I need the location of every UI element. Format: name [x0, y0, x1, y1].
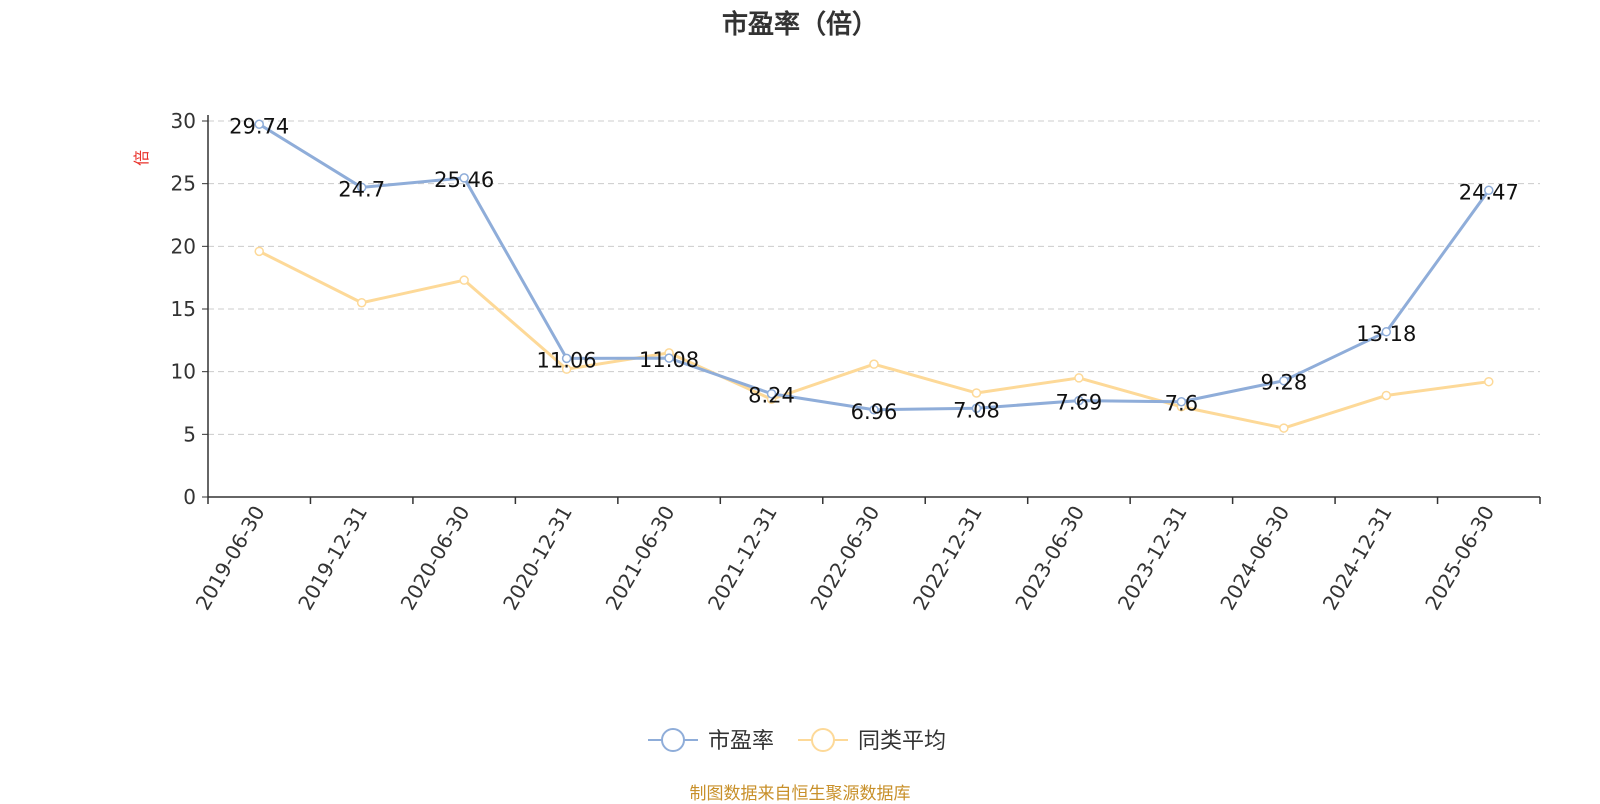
legend-label: 市盈率 — [708, 729, 774, 754]
data-point — [1074, 373, 1084, 383]
grid-lines — [208, 120, 1540, 435]
data-point — [971, 403, 982, 414]
y-tick-label: 20 — [171, 234, 196, 258]
data-point — [1279, 423, 1289, 433]
data-point — [1074, 395, 1084, 406]
y-tick-label: 0 — [183, 485, 196, 509]
y-tick-label: 5 — [183, 422, 196, 446]
data-label: 25.46 — [434, 168, 494, 192]
data-label: 11.08 — [639, 348, 699, 372]
data-point — [766, 388, 777, 399]
y-axis-title: 倍 — [132, 150, 151, 166]
data-point — [356, 297, 367, 308]
x-tick-label: 2023-12-31 — [1113, 502, 1192, 615]
x-tick-label: 2024-06-30 — [1215, 502, 1294, 615]
y-tick-label: 10 — [171, 360, 196, 384]
data-point — [869, 359, 879, 369]
data-point — [1484, 185, 1494, 196]
data-label: 7.08 — [953, 398, 1000, 422]
legend-item[interactable]: 市盈率 — [648, 728, 774, 754]
legend-label: 同类平均 — [858, 729, 946, 754]
legend-marker — [661, 728, 685, 752]
data-point — [1279, 375, 1289, 386]
data-label: 7.69 — [1056, 391, 1103, 415]
source-note: 制图数据来自恒生聚源数据库 — [689, 784, 911, 804]
data-label: 7.6 — [1165, 392, 1198, 416]
x-tick-label: 2025-06-30 — [1420, 502, 1499, 615]
data-label: 29.74 — [229, 114, 289, 138]
x-tick-label: 2021-12-31 — [703, 502, 782, 615]
chart-title: 市盈率（倍） — [721, 10, 878, 40]
x-tick-label: 2022-12-31 — [908, 502, 987, 615]
legend: 市盈率 同类平均 — [648, 728, 946, 754]
data-point — [561, 353, 572, 364]
legend-marker — [811, 728, 835, 752]
data-point — [1381, 390, 1392, 401]
data-point — [254, 119, 264, 130]
x-tick-label: 2020-06-30 — [396, 501, 475, 614]
data-point — [1176, 396, 1187, 407]
data-label: 24.7 — [338, 177, 385, 201]
data-point — [356, 182, 367, 193]
data-point — [971, 388, 982, 398]
x-tick-label: 2019-06-30 — [191, 502, 270, 615]
data-label: 13.18 — [1356, 322, 1416, 346]
legend-item[interactable]: 同类平均 — [798, 728, 946, 754]
x-tick-label: 2021-06-30 — [601, 502, 680, 615]
data-point — [664, 353, 674, 363]
y-tick-label: 30 — [171, 109, 196, 133]
data-point — [459, 173, 469, 183]
data-label: 11.06 — [537, 348, 597, 372]
x-tick-label: 2023-06-30 — [1010, 502, 1089, 615]
data-point — [254, 246, 264, 257]
data-point — [459, 275, 469, 285]
series-layer — [254, 119, 1494, 433]
x-tick-label: 2024-12-31 — [1318, 502, 1397, 615]
data-point — [561, 364, 572, 374]
data-label: 6.96 — [851, 400, 898, 424]
y-tick-label: 15 — [171, 297, 196, 321]
data-label: 8.24 — [748, 384, 795, 408]
x-tick-label: 2022-06-30 — [805, 502, 884, 615]
data-point — [1381, 327, 1392, 337]
x-tick-label: 2019-12-31 — [293, 502, 372, 615]
x-tick-label: 2020-12-31 — [498, 502, 577, 615]
data-label: 24.47 — [1459, 180, 1519, 204]
data-point — [1484, 376, 1494, 387]
data-label: 9.28 — [1260, 371, 1307, 395]
data-point — [869, 405, 879, 415]
y-tick-label: 25 — [171, 172, 196, 196]
